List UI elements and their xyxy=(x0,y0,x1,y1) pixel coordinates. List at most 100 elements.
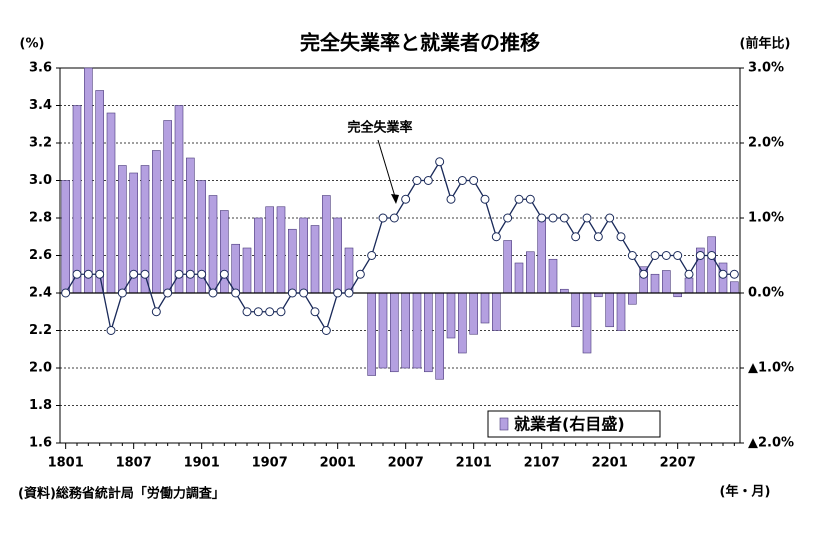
bar xyxy=(95,90,104,294)
line-marker xyxy=(582,213,592,223)
bar xyxy=(310,225,320,294)
line-marker xyxy=(61,288,71,298)
legend-label: 就業者(右目盛) xyxy=(514,415,625,434)
bar xyxy=(526,251,535,294)
annotation-arrowhead xyxy=(391,194,399,204)
bar xyxy=(684,277,694,294)
line-marker xyxy=(276,307,286,317)
line-marker xyxy=(412,176,422,185)
line-marker xyxy=(639,269,649,279)
bar xyxy=(265,206,274,294)
y-tick-label: 3.4 xyxy=(29,98,52,113)
x-tick-label: 1801 xyxy=(48,456,84,471)
line-marker xyxy=(389,213,399,223)
bar xyxy=(276,206,286,294)
bar xyxy=(254,217,263,294)
line-marker xyxy=(185,269,195,279)
y-tick-label: 3.2 xyxy=(29,136,52,151)
legend-box xyxy=(487,410,661,438)
y-tick-label: 1.6 xyxy=(29,436,52,451)
line-marker xyxy=(106,326,116,335)
bar xyxy=(435,292,444,380)
bar xyxy=(571,292,580,328)
bar xyxy=(446,292,456,339)
line-marker xyxy=(684,269,694,279)
line-marker xyxy=(423,176,433,185)
bar xyxy=(231,243,240,294)
line-marker xyxy=(480,194,490,204)
bar xyxy=(480,292,490,324)
line-marker xyxy=(197,269,207,279)
y2-tick-label: 1.0% xyxy=(748,211,784,226)
line-marker xyxy=(673,251,683,260)
line-marker xyxy=(537,213,547,223)
line-marker xyxy=(321,326,331,335)
line-marker xyxy=(729,269,739,279)
bar xyxy=(537,217,546,294)
line-marker xyxy=(367,251,377,260)
y2-tick-label: ▲2.0% xyxy=(748,436,794,451)
x-tick-label: 2201 xyxy=(592,456,628,471)
x-tick-label: 2207 xyxy=(660,456,696,471)
bar xyxy=(401,292,410,369)
y2-tick-label: 2.0% xyxy=(748,136,784,151)
y2-tick-label: 3.0% xyxy=(748,61,784,76)
line-marker xyxy=(548,213,558,223)
line-marker xyxy=(695,251,705,260)
line-marker xyxy=(718,269,728,279)
line-marker xyxy=(140,269,150,279)
line-marker xyxy=(401,194,411,204)
bar xyxy=(390,292,399,373)
bar xyxy=(174,105,184,294)
x-tick-label: 2001 xyxy=(320,456,356,471)
line-marker xyxy=(151,307,161,317)
annotation-arrow xyxy=(377,139,397,201)
bar xyxy=(707,236,716,294)
x-tick-label: 2101 xyxy=(456,456,492,471)
line-marker xyxy=(355,269,365,279)
y2-axis-label: (前年比) xyxy=(740,36,791,52)
bar xyxy=(582,292,592,354)
line-marker xyxy=(310,307,320,317)
bar xyxy=(208,195,218,294)
line-marker xyxy=(265,307,275,317)
line-marker xyxy=(163,288,173,298)
line-marker xyxy=(208,288,218,298)
line-marker xyxy=(299,288,309,298)
line-marker xyxy=(333,288,343,298)
bar xyxy=(299,217,308,294)
line-marker xyxy=(616,232,626,242)
line-marker xyxy=(514,194,524,204)
bar xyxy=(152,150,161,294)
legend-swatch xyxy=(499,417,509,431)
bar xyxy=(220,210,229,294)
x-tick-label: 2107 xyxy=(524,456,560,471)
line-marker xyxy=(627,251,637,260)
bar xyxy=(344,247,354,294)
bar xyxy=(605,292,614,328)
y2-tick-label: 0.0% xyxy=(748,286,784,301)
y-tick-label: 2.4 xyxy=(29,286,52,301)
line-marker xyxy=(117,288,127,298)
line-marker xyxy=(83,269,93,279)
bar xyxy=(730,281,739,294)
bar xyxy=(118,165,127,294)
bar xyxy=(503,240,512,294)
line-marker xyxy=(650,251,660,260)
line-marker xyxy=(378,213,388,223)
line-marker xyxy=(287,288,297,298)
line-marker xyxy=(661,251,671,260)
bar xyxy=(412,292,422,369)
line-marker xyxy=(525,194,535,204)
y-tick-label: 2.6 xyxy=(29,248,52,263)
x-tick-label: 1807 xyxy=(116,456,152,471)
line-marker xyxy=(129,269,139,279)
bar xyxy=(72,105,82,294)
y-tick-label: 2.8 xyxy=(29,211,52,226)
bar xyxy=(628,292,637,305)
line-marker xyxy=(72,269,82,279)
bar xyxy=(662,270,671,294)
line-marker xyxy=(559,213,569,223)
bar xyxy=(514,262,524,294)
